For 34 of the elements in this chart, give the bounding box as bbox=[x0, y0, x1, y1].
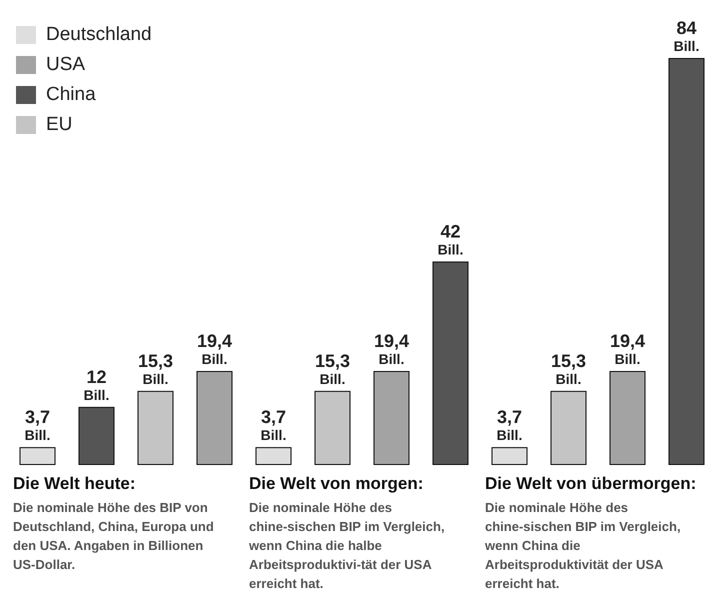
data-label: 15,3 Bill. bbox=[314, 350, 350, 387]
bar bbox=[196, 371, 232, 465]
text: Die nominale Höhe des chine-sischen BIP im Vergleich, wenn China die Arbeitsproduktivität der USA erreicht hat. bbox=[484, 500, 684, 591]
text: Die Welt von übermorgen: bbox=[485, 474, 696, 493]
data-label: 15,3 Bill. bbox=[138, 350, 174, 387]
data-label: 12 Bill. bbox=[84, 366, 110, 403]
text: Die nominale Höhe des BIP von Deutschland, China, Europa und den USA. Angaben in Billionen US-Dollar. bbox=[13, 500, 218, 572]
bar bbox=[668, 58, 704, 465]
text: Die nominale Höhe des chine-sischen BIP im Vergleich, wenn China die halbe Arbeitsproduktivi-tät der USA erreicht hat. bbox=[248, 500, 448, 591]
bar bbox=[432, 262, 468, 465]
data-label: 19,4 Bill. bbox=[374, 331, 410, 367]
category-label: USA bbox=[46, 54, 86, 76]
bar bbox=[256, 447, 292, 465]
bar bbox=[20, 447, 56, 465]
bar bbox=[78, 406, 114, 465]
bar bbox=[492, 447, 528, 465]
data-label: 42 Bill. bbox=[438, 222, 464, 258]
bar bbox=[138, 390, 174, 465]
bar bbox=[610, 371, 646, 465]
data-label: 3,7 Bill. bbox=[260, 407, 286, 444]
text: Die Welt heute: bbox=[13, 474, 136, 493]
text: Die Welt von morgen: bbox=[249, 474, 424, 493]
bar bbox=[374, 371, 410, 465]
data-label: 3,7 Bill. bbox=[24, 407, 50, 444]
data-label: 3,7 Bill. bbox=[496, 407, 522, 444]
category-label: EU bbox=[46, 114, 72, 136]
data-label: 19,4 Bill. bbox=[610, 331, 646, 367]
bar bbox=[314, 390, 350, 465]
bar bbox=[550, 390, 586, 465]
category-label: China bbox=[46, 84, 96, 106]
data-label: 15,3 Bill. bbox=[550, 350, 586, 387]
category-label: Deutschland bbox=[46, 24, 152, 46]
data-label: 84 Bill. bbox=[674, 18, 700, 54]
data-label: 19,4 Bill. bbox=[196, 331, 232, 367]
